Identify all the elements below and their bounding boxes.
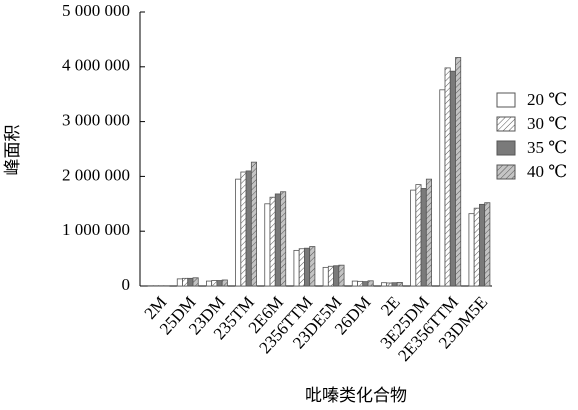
bar	[444, 67, 451, 287]
bar	[473, 207, 480, 287]
bar	[449, 70, 456, 287]
bar	[455, 57, 462, 287]
bar	[381, 282, 388, 287]
bar	[264, 203, 271, 287]
bar	[240, 171, 247, 287]
y-tick-label: 5 000 000	[62, 1, 130, 20]
bar	[322, 266, 329, 287]
bar	[298, 248, 305, 287]
bar	[351, 280, 358, 287]
bar	[187, 277, 194, 287]
bar	[357, 280, 364, 287]
bar	[468, 213, 475, 287]
bar	[280, 191, 287, 287]
bar	[410, 189, 417, 287]
bar	[425, 178, 432, 287]
bar	[484, 202, 491, 287]
bar	[192, 277, 199, 287]
bar	[420, 188, 427, 287]
x-axis-label: 吡嗪类化合物	[305, 386, 407, 405]
bar	[362, 281, 369, 287]
y-tick-label: 0	[122, 275, 131, 294]
bar	[274, 193, 281, 287]
bar	[367, 280, 374, 287]
legend-swatch	[496, 140, 516, 156]
y-tick-label: 4 000 000	[62, 56, 130, 75]
bar	[391, 282, 398, 287]
bar	[245, 170, 252, 287]
legend-label: 40 ℃	[527, 162, 567, 181]
bar	[386, 282, 393, 287]
bar	[250, 161, 257, 287]
y-tick-label: 3 000 000	[62, 111, 130, 130]
legend-swatch	[496, 92, 516, 108]
bar	[235, 178, 242, 287]
y-axis-label: 峰面积	[3, 125, 22, 176]
bar	[176, 278, 183, 287]
legend-swatch	[496, 116, 516, 132]
bar	[206, 280, 213, 287]
legend-swatch	[496, 164, 516, 180]
y-tick-label: 1 000 000	[62, 220, 130, 239]
bar	[211, 280, 218, 287]
bar	[338, 264, 345, 287]
bar	[304, 247, 311, 287]
bar	[216, 280, 223, 287]
bar	[415, 184, 422, 287]
bar	[293, 249, 300, 287]
bar	[333, 265, 340, 287]
legend-label: 35 ℃	[527, 138, 567, 157]
bar	[396, 282, 403, 287]
bar	[182, 277, 189, 287]
bar	[439, 89, 446, 287]
legend-label: 30 ℃	[527, 114, 567, 133]
bar	[479, 203, 486, 287]
bar	[221, 279, 228, 287]
bar	[327, 265, 334, 287]
bar	[269, 196, 276, 287]
y-tick-label: 2 000 000	[62, 165, 130, 184]
legend-label: 20 ℃	[527, 90, 567, 109]
bar	[309, 246, 316, 287]
